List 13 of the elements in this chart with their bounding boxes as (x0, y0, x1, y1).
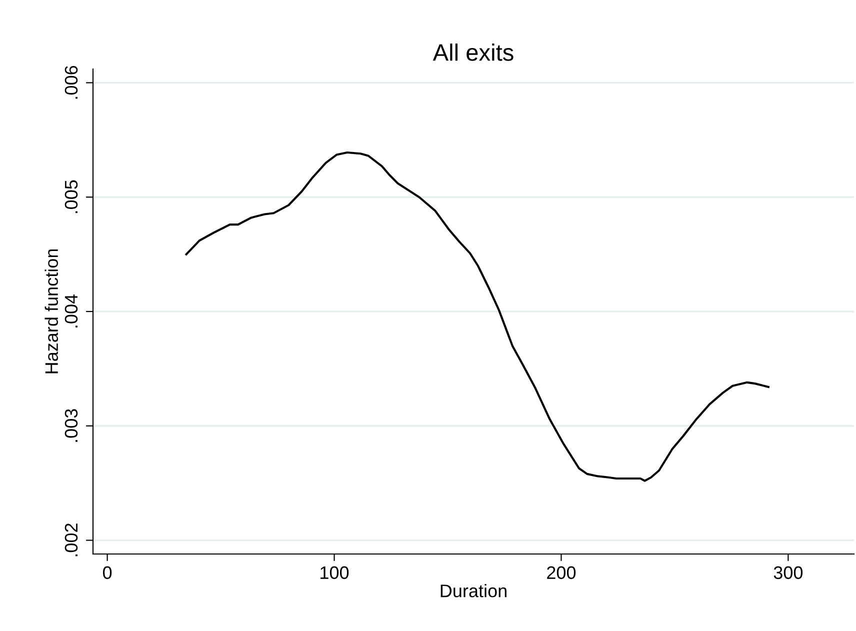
x-tick-label: 300 (774, 566, 803, 580)
y-tick-label: .002 (64, 524, 78, 556)
y-tick-label: .004 (64, 294, 78, 328)
line-series (185, 151, 770, 482)
y-tick-label: .005 (64, 180, 78, 214)
y-axis-title: Hazard function (44, 249, 58, 374)
x-tick-label: 200 (547, 566, 576, 580)
y-tick-label: .003 (64, 409, 78, 442)
x-axis-title: Duration (440, 584, 506, 598)
chart-title: All exits (432, 44, 514, 61)
x-tick-label: 0 (102, 566, 112, 580)
x-tick-label: 100 (320, 566, 349, 580)
y-tick-label: .006 (64, 66, 78, 99)
